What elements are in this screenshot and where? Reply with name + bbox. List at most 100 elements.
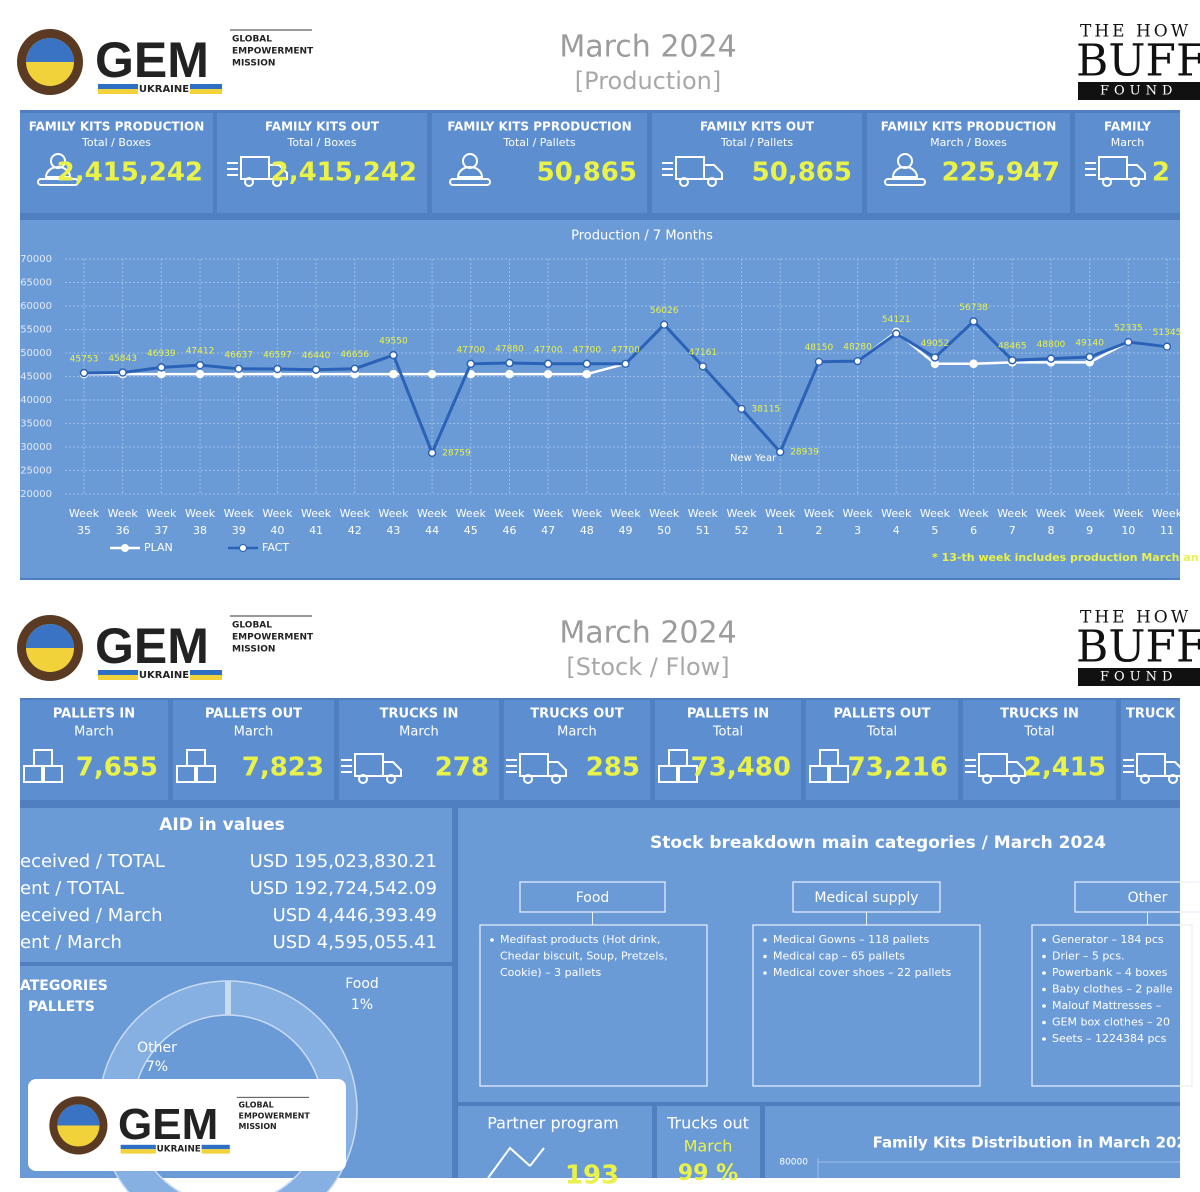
kpi-title: FAMILY KITS PRODUCTION	[29, 120, 205, 134]
flag-blue	[98, 84, 138, 89]
x-tick-label: 41	[309, 524, 323, 537]
x-tick-label: Week	[417, 507, 448, 520]
kpi-subtitle: March	[557, 725, 597, 740]
series-point	[969, 317, 978, 326]
bullet	[763, 954, 767, 959]
data-label: 28759	[442, 448, 471, 458]
kpi-value: 7,655	[76, 753, 158, 783]
flag-blue	[190, 670, 222, 675]
series-point	[853, 356, 862, 366]
x-tick-label: 8	[1047, 524, 1054, 537]
distribution-title: Family Kits Distribution in March 2024	[873, 1134, 1198, 1152]
list-item: Medical cap – 65 pallets	[773, 950, 905, 963]
logo-subline: GLOBAL	[232, 35, 272, 45]
logo-name: GEM	[118, 1100, 218, 1149]
series-point	[389, 369, 398, 379]
x-tick-label: 7	[1009, 524, 1016, 537]
icon	[1130, 177, 1140, 187]
group-name: Medical supply	[814, 890, 918, 906]
x-tick-label: Week	[1036, 507, 1067, 520]
trucks-out-panel	[657, 1106, 760, 1178]
icon	[456, 166, 484, 178]
logo-name: GEM	[95, 32, 209, 88]
x-tick-label: 43	[386, 524, 400, 537]
icon	[1010, 774, 1020, 784]
logo-country: UKRAINE	[157, 1145, 201, 1155]
partner-bar	[1078, 82, 1200, 100]
kpi-title: FAMILY KITS OUT	[700, 120, 815, 134]
category-label: Other	[137, 1040, 177, 1056]
x-tick-label: 47	[541, 524, 555, 537]
icon	[884, 178, 926, 186]
group-name: Food	[576, 890, 610, 906]
icon	[523, 774, 533, 784]
kpi-subtitle: Total / Pallets	[720, 136, 793, 149]
kpi-value: 285	[586, 753, 640, 783]
list-item: Malouf Mattresses –	[1052, 999, 1161, 1012]
list-item: Seets – 1224384 pcs	[1052, 1032, 1167, 1045]
icon	[1140, 774, 1150, 784]
y-tick-label: 60000	[20, 301, 52, 312]
icon	[386, 774, 396, 784]
icon	[1126, 164, 1146, 180]
y-tick-label: 65000	[20, 278, 52, 289]
x-tick-label: Week	[224, 507, 255, 520]
x-tick-label: 48	[580, 524, 594, 537]
kpi-subtitle: March	[1111, 136, 1145, 149]
data-label: 28939	[790, 447, 819, 457]
aid-panel	[20, 808, 452, 962]
list-item: Medical cover shoes – 22 pallets	[773, 966, 952, 979]
logo-subline: GLOBAL	[232, 621, 272, 631]
kpi-subtitle: Total	[866, 725, 897, 740]
x-tick-label: 42	[348, 524, 362, 537]
bullet	[763, 938, 767, 942]
x-tick-label: 51	[696, 524, 710, 537]
logo-subline: GLOBAL	[239, 1101, 274, 1110]
partner-line: THE HOW	[1080, 608, 1191, 628]
series-point	[195, 369, 205, 379]
kpi-value: 278	[435, 753, 489, 783]
partner-line: FOUND	[1100, 670, 1177, 685]
icon	[382, 761, 402, 777]
series-point	[698, 362, 708, 371]
x-tick-label: Week	[1152, 507, 1183, 520]
group-name: Other	[1128, 890, 1168, 906]
breakdown-title: Stock breakdown main categories / March …	[650, 833, 1106, 853]
y-tick-label: 35000	[20, 419, 52, 430]
list-item: Medifast products (Hot drink,	[500, 933, 661, 946]
trucks-out-title: Trucks out	[666, 1114, 749, 1133]
breakdown-panel	[458, 808, 1180, 1102]
series-point	[350, 364, 359, 373]
partner-title: Partner program	[487, 1114, 619, 1133]
kpi-title: PALLETS IN	[53, 707, 135, 722]
icon	[547, 761, 567, 777]
series-point	[543, 369, 553, 379]
x-tick-label: Week	[920, 507, 951, 520]
bullet	[1042, 987, 1046, 992]
x-tick-label: 49	[619, 524, 633, 537]
icon	[658, 765, 678, 783]
x-tick-label: Week	[262, 507, 293, 520]
data-label: 47700	[456, 345, 485, 355]
data-label: 47700	[573, 345, 602, 355]
x-tick-label: Week	[108, 507, 139, 520]
y-tick-label: 45000	[20, 372, 52, 383]
kpi-title: TRUCKS OUT	[530, 707, 624, 722]
kpi-title: TRUCKS IN	[1000, 707, 1079, 722]
x-tick-label: 46	[502, 524, 516, 537]
icon	[1168, 774, 1178, 784]
data-label: 48465	[998, 342, 1027, 352]
series-point	[273, 364, 282, 374]
x-tick-label: Week	[959, 507, 990, 520]
kpi-value: 7,823	[242, 753, 324, 783]
data-label: 46656	[340, 350, 369, 360]
x-tick-label: Week	[456, 507, 487, 520]
categories-subtitle: PALLETS	[28, 999, 95, 1015]
partner-icon	[487, 1146, 545, 1179]
series-point	[505, 358, 514, 368]
icon	[829, 765, 849, 783]
partner-line: FOUND	[1100, 84, 1177, 99]
aid-value: USD 195,023,830.21	[250, 851, 437, 872]
kpi-subtitle: Total	[1023, 725, 1054, 740]
